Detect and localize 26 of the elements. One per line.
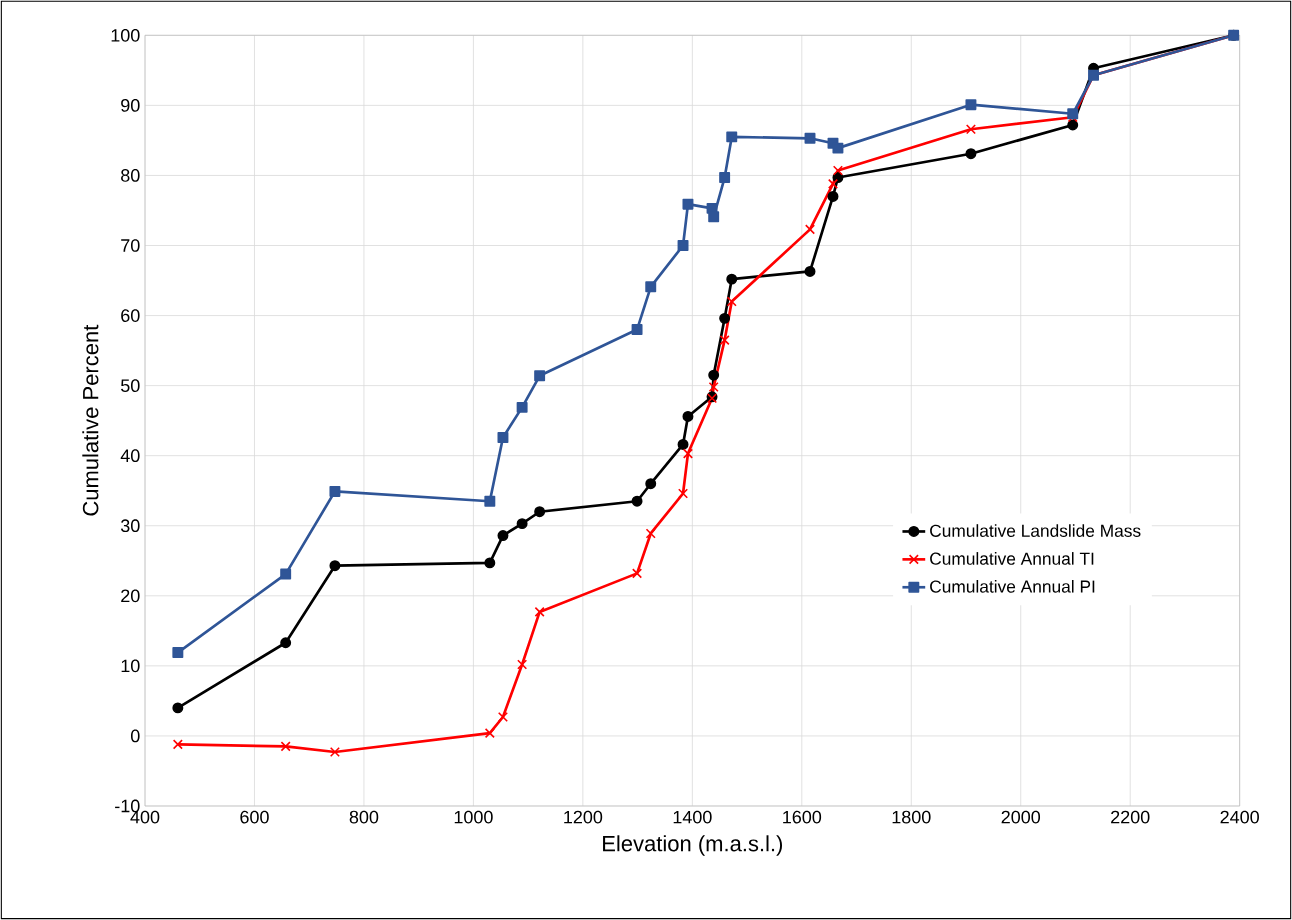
x-axis-title: Elevation (m.a.s.l.) [603, 835, 783, 856]
x-tick-label: 1200 [564, 810, 603, 824]
y-tick-label: 90 [121, 99, 140, 112]
x-tick-label: 2200 [1111, 810, 1150, 824]
y-tick-label: 20 [121, 589, 140, 603]
legend-label: Cumulative Annual PI [930, 579, 1095, 593]
y-tick-label: 30 [120, 519, 140, 533]
y-tick-label: 50 [120, 379, 140, 392]
y-tick-label: 70 [121, 239, 140, 252]
y-tick-label: 0 [131, 729, 140, 743]
x-tick-label: 800 [349, 810, 379, 824]
x-tick-label: 600 [240, 810, 269, 824]
x-tick-label: 1400 [673, 810, 712, 824]
y-tick-label: 100 [111, 28, 140, 42]
y-tick-label: 10 [121, 659, 140, 673]
x-tick-label: 1800 [892, 810, 931, 824]
legend-label: Cumulative Annual TI [930, 552, 1094, 565]
y-axis-title: Cumulative Percent [82, 324, 99, 516]
legend-label: Cumulative Landslide Mass [930, 524, 1141, 537]
x-tick-label: 2400 [1220, 810, 1259, 824]
x-tick-label: 1000 [454, 810, 493, 824]
x-tick-label: 1600 [783, 810, 822, 824]
y-tick-label: 80 [121, 169, 140, 182]
y-tick-label: 40 [120, 449, 140, 463]
y-tick-label: 60 [121, 309, 140, 322]
x-tick-label: 2000 [1001, 810, 1041, 824]
